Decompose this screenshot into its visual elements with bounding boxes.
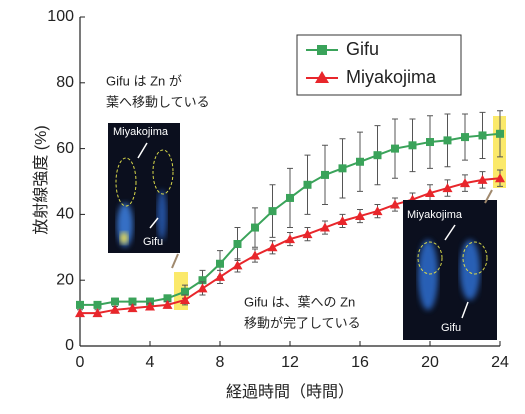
inset-image — [108, 123, 180, 253]
marker — [234, 240, 242, 248]
marker — [198, 283, 208, 292]
legend-label: Gifu — [346, 39, 379, 59]
inset-label: Gifu — [143, 236, 163, 248]
y-tick-label: 20 — [56, 271, 74, 288]
marker — [251, 224, 259, 232]
x-tick-label: 12 — [281, 354, 299, 371]
marker — [304, 181, 312, 189]
marker — [215, 272, 225, 281]
x-tick-label: 4 — [146, 354, 155, 371]
marker — [321, 171, 329, 179]
legend-label: Miyakojima — [346, 67, 437, 87]
marker — [479, 131, 487, 139]
y-tick-label: 60 — [56, 140, 74, 157]
y-tick-label: 40 — [56, 206, 74, 223]
y-axis-title: 放射線強度 (%) — [32, 125, 50, 234]
annotation: Gifu は Zn が — [106, 73, 182, 88]
marker — [374, 151, 382, 159]
x-tick-label: 8 — [216, 354, 225, 371]
marker — [409, 141, 417, 149]
x-tick-label: 16 — [351, 354, 369, 371]
marker — [356, 158, 364, 166]
y-tick-label: 80 — [56, 74, 74, 91]
marker — [268, 242, 278, 251]
marker — [269, 207, 277, 215]
chart: 0 20 40 60 80 100 0 4 8 12 16 20 24 Miyakojima Gifu … — [0, 0, 525, 409]
marker — [94, 301, 102, 309]
marker — [250, 251, 260, 260]
marker — [496, 130, 504, 138]
legend-marker — [317, 45, 327, 55]
marker — [233, 260, 243, 269]
inset-image — [403, 200, 497, 340]
x-tick-label: 0 — [76, 354, 85, 371]
marker — [444, 136, 452, 144]
marker — [286, 194, 294, 202]
marker — [76, 301, 84, 309]
annotation: 葉へ移動している — [106, 94, 210, 109]
x-tick-label: 20 — [421, 354, 439, 371]
inset-label: Miyakojima — [407, 209, 463, 221]
y-tick-label: 100 — [47, 8, 74, 25]
inset-label: Miyakojima — [113, 126, 169, 138]
arrow — [172, 254, 178, 268]
marker — [339, 164, 347, 172]
legend: Gifu Miyakojima — [297, 35, 461, 95]
annotation: 移動が完了している — [244, 315, 361, 330]
marker — [111, 298, 119, 306]
marker — [461, 133, 469, 141]
marker — [426, 138, 434, 146]
marker — [216, 260, 224, 268]
x-tick-label: 24 — [491, 354, 509, 371]
marker — [391, 145, 399, 153]
annotation: Gifu は、葉への Zn — [244, 294, 355, 309]
x-axis-title: 経過時間（時間） — [226, 383, 354, 401]
inset-label: Gifu — [441, 322, 461, 334]
y-tick-label: 0 — [65, 337, 74, 354]
